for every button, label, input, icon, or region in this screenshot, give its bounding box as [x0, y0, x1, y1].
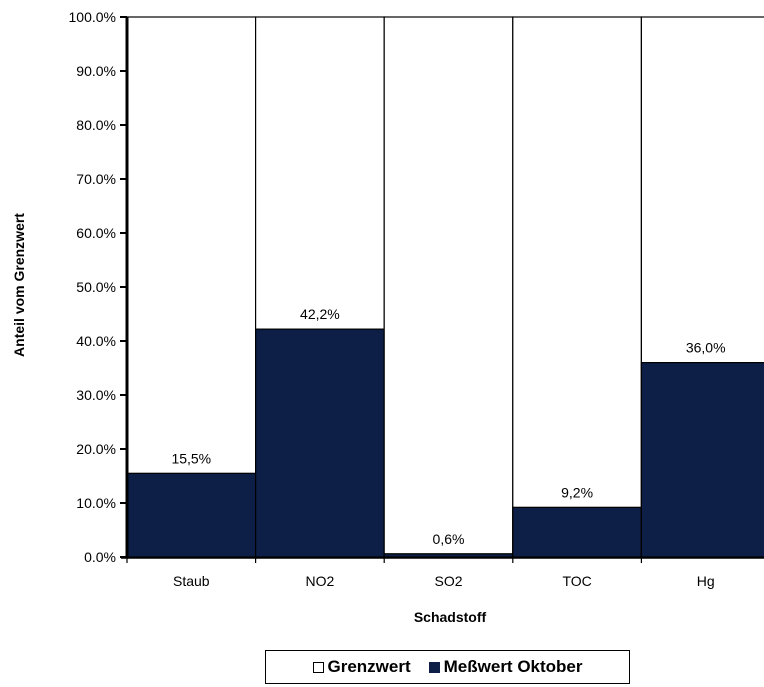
bar-messwert-so2 [383, 553, 514, 558]
y-tick-label-80: 80.0% [76, 117, 116, 133]
legend-item-grenzwert: Grenzwert [312, 657, 411, 677]
legend-item-messwert: Meßwert Oktober [428, 657, 583, 677]
bar-grenzwert-so2 [383, 16, 514, 558]
legend-swatch-messwert [428, 661, 440, 673]
plot-bars: 15,5% 42,2% 0,6% 9,2% 36,0% [126, 16, 764, 558]
bar-messwert-hg [640, 362, 764, 558]
y-axis-title: Anteil vom Grenzwert [11, 213, 27, 357]
bar-grenzwert-staub [126, 16, 257, 558]
legend-label-messwert: Meßwert Oktober [443, 657, 583, 676]
x-tick-label-so2: SO2 [434, 573, 462, 589]
x-tick-label-hg: Hg [697, 573, 715, 589]
y-tick-label-10: 10.0% [76, 495, 116, 511]
x-tick-label-staub: Staub [173, 573, 210, 589]
data-label-so2: 0,6% [433, 531, 465, 547]
data-label-toc: 9,2% [561, 484, 593, 500]
bar-messwert-staub [126, 472, 257, 558]
bar-messwert-toc [512, 506, 642, 558]
data-label-staub: 15,5% [171, 450, 211, 466]
plot-axes: Staub NO2 SO2 TOC Hg 0.0% 10.0% 20.0% 30.0% 40.0%… [69, 9, 764, 589]
x-tick-label-no2: NO2 [306, 573, 335, 589]
y-tick-label-60: 60.0% [76, 225, 116, 241]
legend-label-grenzwert: Grenzwert [327, 657, 411, 676]
y-tick-label-100: 100.0% [69, 9, 116, 25]
y-tick-label-70: 70.0% [76, 171, 116, 187]
y-tick-label-50: 50.0% [76, 279, 116, 295]
y-tick-label-30: 30.0% [76, 387, 116, 403]
legend-swatch-grenzwert [312, 661, 324, 673]
y-tick-label-90: 90.0% [76, 63, 116, 79]
x-tick-label-toc: TOC [562, 573, 591, 589]
y-tick-label-20: 20.0% [76, 441, 116, 457]
data-label-hg: 36,0% [686, 340, 726, 356]
y-tick-label-0: 0.0% [84, 549, 116, 565]
x-axis-title: Schadstoff [414, 609, 487, 625]
bar-grenzwert-toc [512, 16, 642, 558]
y-tick-label-40: 40.0% [76, 333, 116, 349]
data-label-no2: 42,2% [300, 306, 340, 322]
bar-messwert-no2 [255, 328, 385, 558]
legend: Grenzwert Meßwert Oktober [265, 650, 630, 684]
